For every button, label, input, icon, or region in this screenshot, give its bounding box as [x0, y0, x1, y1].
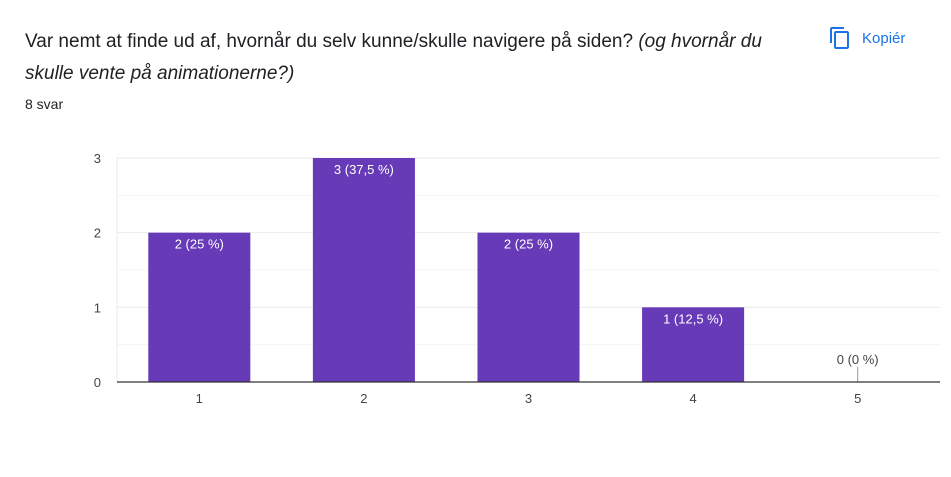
- copy-chart-button[interactable]: Kopiér: [820, 20, 915, 56]
- y-tick-label: 0: [94, 375, 101, 390]
- question-text: Var nemt at finde ud af, hvornår du selv…: [25, 31, 634, 52]
- copy-button-label: Kopiér: [862, 29, 906, 47]
- bar-4: [642, 307, 745, 382]
- x-tick-label: 3: [525, 391, 532, 406]
- bar-data-label: 1 (12,5 %): [663, 311, 723, 326]
- bar-data-label: 2 (25 %): [175, 237, 224, 252]
- bar-3: [477, 232, 580, 382]
- y-tick-label: 2: [94, 226, 101, 241]
- bar-2: [312, 158, 415, 382]
- x-tick-label: 2: [360, 391, 367, 406]
- response-count: 8 svar: [25, 96, 64, 112]
- x-tick-label: 1: [196, 391, 203, 406]
- question-title: Var nemt at finde ud af, hvornår du selv…: [25, 26, 795, 90]
- bar-1: [148, 232, 251, 382]
- question-italic-text: (og hvornår du skulle vente på animation…: [25, 31, 762, 84]
- y-tick-label: 3: [94, 151, 101, 166]
- y-tick-label: 1: [94, 300, 101, 315]
- x-tick-label: 5: [854, 391, 861, 406]
- bar-data-label: 2 (25 %): [504, 237, 553, 252]
- bar-data-label: 0 (0 %): [837, 352, 879, 367]
- copy-icon: [828, 26, 852, 50]
- bar-data-label: 3 (37,5 %): [334, 162, 394, 177]
- x-tick-label: 4: [689, 391, 696, 406]
